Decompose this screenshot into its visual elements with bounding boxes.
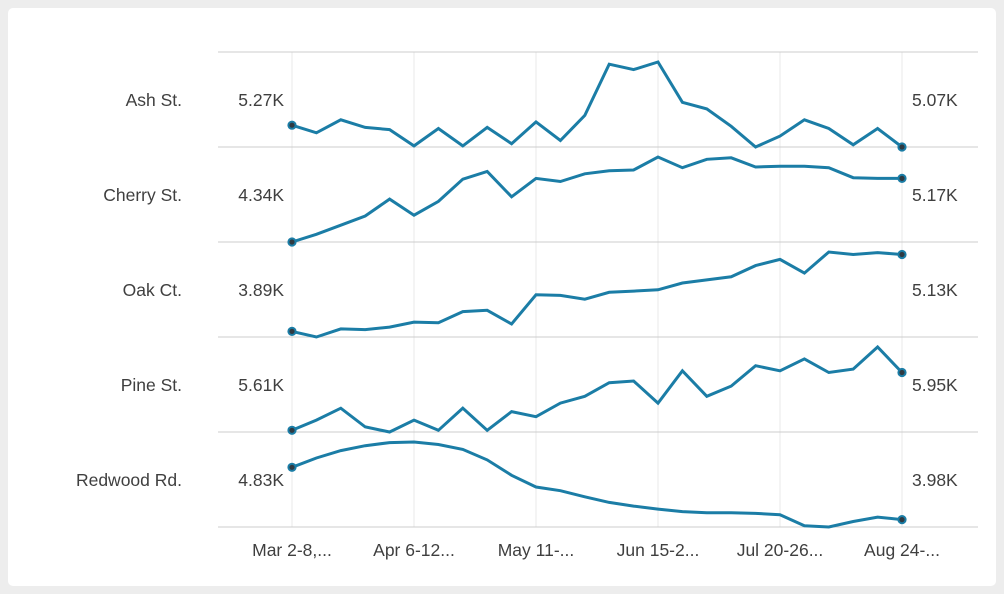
series-line-pine-st xyxy=(291,344,904,434)
series-end-dot-ash-st xyxy=(897,142,907,152)
series-line-ash-st xyxy=(291,60,903,149)
series-end-dot-pine-st xyxy=(897,367,907,378)
series-end-dot-oak-ct xyxy=(897,249,907,260)
series-start-dot-redwood-rd xyxy=(287,462,297,472)
chart-card-background xyxy=(8,8,996,586)
series-line-redwood-rd xyxy=(291,440,903,529)
series-end-dot-redwood-rd xyxy=(897,515,907,525)
series-start-dot-oak-ct xyxy=(287,326,297,336)
series-line-oak-ct xyxy=(291,250,903,339)
series-start-dot-pine-st xyxy=(287,425,297,435)
series-start-dot-ash-st xyxy=(287,120,297,130)
series-end-dot-cherry-st xyxy=(897,173,907,183)
series-start-dot-cherry-st xyxy=(287,237,297,247)
series-line-cherry-st xyxy=(291,155,902,244)
